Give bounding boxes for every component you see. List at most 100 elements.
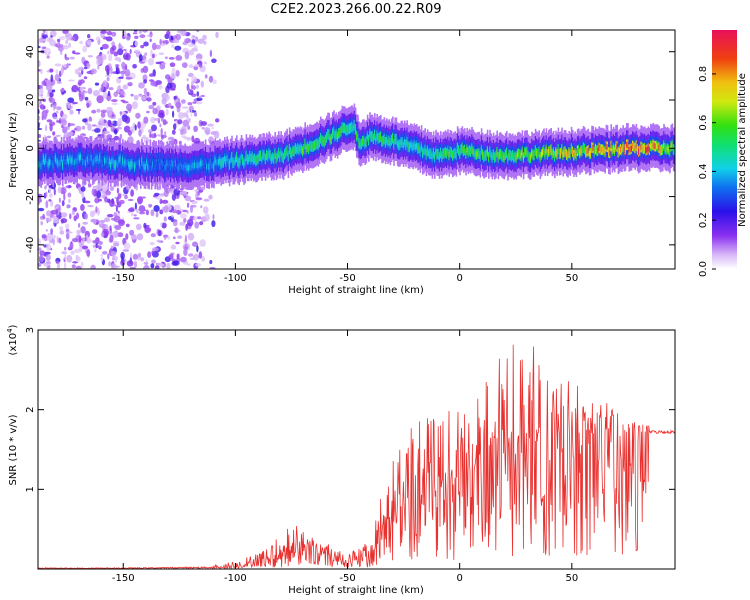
heatmap-noise-cell [53, 188, 56, 196]
heatmap-noise-cell [158, 52, 165, 55]
heatmap-ridge-cell [514, 153, 516, 160]
heatmap-ridge-cell [548, 148, 550, 155]
heatmap-noise-cell [69, 109, 74, 115]
heatmap-noise-cell [196, 30, 200, 33]
heatmap-noise-cell [49, 92, 54, 98]
heatmap-ridge-cell [501, 152, 503, 159]
heatmap-noise-cell [57, 43, 64, 52]
heatmap-noise-cell [171, 261, 178, 266]
heatmap-ridge-cell [53, 155, 56, 162]
heatmap-ridge-cell [116, 160, 118, 167]
heatmap-ridge-cell [418, 144, 420, 151]
heatmap-noise-cell [82, 237, 85, 242]
heatmap-noise-cell [64, 223, 70, 229]
heatmap-ridge-cell [464, 147, 466, 153]
heatmap-noise-cell [67, 192, 72, 198]
heatmap-noise-cell [109, 225, 112, 231]
heatmap-ridge-cell [603, 147, 605, 153]
heatmap-noise-cell [49, 123, 53, 132]
heatmap-ridge-cell [246, 156, 249, 163]
heatmap-ridge-cell [423, 148, 425, 155]
heatmap-noise-cell [38, 91, 42, 97]
heatmap-noise-cell [38, 207, 45, 212]
heatmap-ridge-cell [86, 155, 88, 162]
heatmap-noise-cell [46, 139, 49, 143]
heatmap-noise-cell [150, 80, 157, 87]
heatmap-noise-cell [133, 260, 138, 264]
heatmap-ridge-cell [275, 155, 278, 162]
heatmap-noise-cell [177, 97, 181, 103]
heatmap-ridge-cell [284, 151, 286, 158]
heatmap-ridge-cell [575, 152, 578, 159]
heatmap-noise-cell [172, 236, 176, 240]
heatmap-ridge-cell [194, 162, 196, 168]
heatmap-ridge-cell [470, 148, 472, 155]
heatmap-noise-cell [56, 106, 62, 111]
heatmap-ridge-cell [207, 163, 209, 170]
heatmap-ridge-cell [100, 156, 102, 163]
heatmap-noise-cell [68, 123, 76, 126]
heatmap-ridge-cell [173, 165, 176, 171]
heatmap-noise-cell [88, 117, 93, 122]
heatmap-noise-cell [158, 84, 163, 90]
heatmap-noise-cell [186, 210, 189, 214]
heatmap-noise-cell [122, 49, 127, 51]
heatmap-noise-cell [113, 91, 118, 98]
y-tick-label: -40 [25, 237, 36, 253]
heatmap-noise-cell [78, 241, 83, 248]
heatmap-ridge-cell [58, 160, 60, 167]
heatmap-ridge-cell [236, 154, 238, 160]
heatmap-noise-cell [104, 196, 108, 203]
heatmap-noise-cell [135, 208, 140, 213]
heatmap-noise-cell [137, 121, 141, 129]
heatmap-noise-cell [192, 101, 197, 104]
heatmap-ridge-cell [638, 148, 640, 155]
heatmap-ridge-cell [195, 162, 197, 169]
heatmap-noise-cell [83, 66, 88, 70]
heatmap-ridge-cell [255, 157, 257, 164]
heatmap-ridge-cell [365, 138, 368, 145]
y-tick-label: 0 [25, 145, 36, 151]
heatmap-noise-cell [96, 244, 99, 248]
heatmap-noise-cell [123, 242, 131, 250]
x-tick-label: 0 [456, 573, 462, 584]
heatmap-noise-cell [52, 131, 56, 136]
heatmap-ridge-cell [430, 150, 432, 157]
heatmap-ridge-cell [59, 160, 62, 166]
heatmap-ridge-cell [57, 160, 59, 166]
heatmap-ridge-cell [54, 155, 57, 162]
colorbar-label: Normalized spectral amplitude [737, 73, 748, 227]
heatmap-ridge-cell [168, 159, 171, 166]
heatmap-noise-cell [163, 216, 167, 222]
heatmap-noise-cell [139, 34, 146, 39]
heatmap-noise-cell [92, 244, 96, 248]
heatmap-ridge-cell [276, 153, 279, 160]
heatmap-ridge-cell [479, 153, 482, 159]
heatmap-ridge-cell [143, 163, 146, 170]
heatmap-ridge-cell [668, 146, 670, 153]
heatmap-ridge-cell [504, 151, 507, 158]
heatmap-noise-cell [111, 102, 118, 105]
heatmap-noise-cell [110, 250, 117, 256]
heatmap-ridge-cell [129, 163, 131, 170]
heatmap-noise-cell [111, 41, 116, 47]
heatmap-noise-cell [201, 126, 205, 130]
heatmap-ridge-cell [155, 159, 158, 166]
heatmap-ridge-cell [406, 139, 408, 145]
heatmap-noise-cell [76, 229, 81, 235]
heatmap-ridge-cell [263, 152, 266, 159]
heatmap-ridge-cell [644, 145, 646, 152]
heatmap-ridge-cell [446, 150, 448, 157]
heatmap-noise-cell [195, 58, 202, 61]
heatmap-noise-cell [84, 96, 89, 101]
heatmap-noise-cell [79, 86, 84, 92]
y-tick-label: 20 [25, 94, 36, 107]
heatmap-noise-cell [126, 103, 133, 112]
heatmap-noise-cell [182, 209, 188, 213]
heatmap-noise-cell [77, 223, 81, 228]
heatmap-ridge-cell [141, 157, 143, 164]
heatmap-noise-cell [71, 210, 75, 216]
heatmap-ridge-cell [332, 130, 334, 137]
heatmap-ridge-cell [657, 143, 659, 150]
heatmap-noise-cell [107, 90, 111, 97]
